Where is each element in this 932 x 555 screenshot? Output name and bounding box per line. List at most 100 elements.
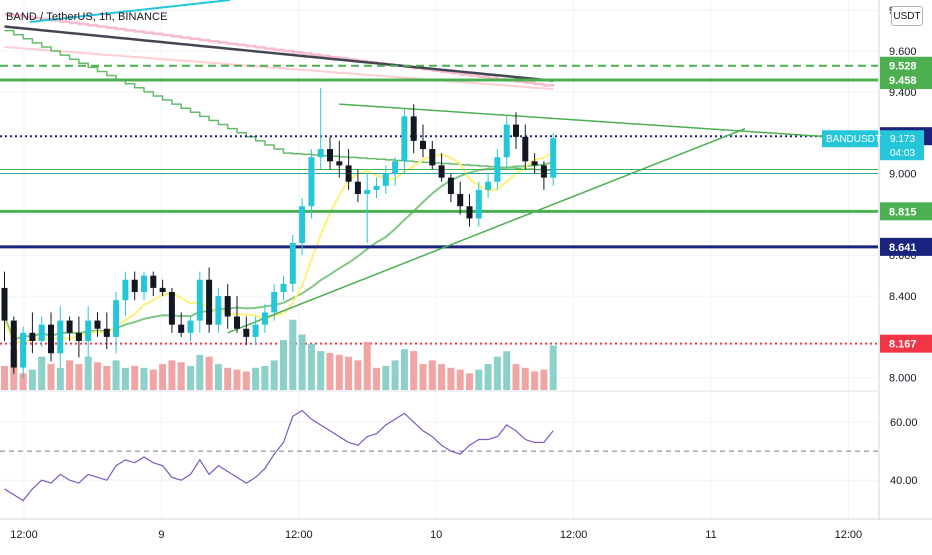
candle-body — [401, 116, 408, 162]
volume-bar — [512, 364, 520, 390]
price-tag — [880, 334, 932, 353]
price-tag-label: 8.167 — [889, 339, 917, 351]
candle-body — [410, 116, 417, 141]
price-tick-label: 8.400 — [889, 291, 917, 303]
candle-body — [10, 320, 17, 368]
candle-body — [382, 173, 389, 186]
price-tag — [880, 56, 932, 75]
symbol-tag-label: BANDUSDT — [826, 134, 881, 145]
candle-body — [122, 279, 129, 301]
currency-button[interactable]: USDT — [891, 6, 923, 26]
ma-7-line — [3, 150, 554, 346]
candle-body — [1, 287, 8, 321]
price-tags: 9.5289.4589.1838.8158.6418.1679.17304:03… — [822, 56, 932, 353]
candle-body — [503, 124, 510, 158]
candle-body — [271, 291, 278, 313]
candle-body — [66, 320, 73, 333]
candle-body — [522, 136, 529, 162]
volume-bar — [410, 351, 418, 390]
candle-body — [485, 181, 492, 190]
candle-body — [131, 279, 138, 292]
price-tag-label: 8.641 — [889, 242, 917, 254]
candle-body — [354, 181, 361, 194]
candle-body — [29, 332, 36, 341]
volume-bar — [187, 365, 194, 390]
candle-body — [280, 283, 287, 292]
axes: 8.0008.4008.6008.8009.0009.4009.6009.800… — [10, 5, 917, 541]
lower-trendline — [227, 127, 746, 334]
triangle-trendlines — [227, 103, 829, 334]
volume-bar — [121, 367, 129, 390]
volume-bar — [540, 369, 548, 390]
volume-bar — [345, 356, 353, 390]
volume-bar — [140, 367, 148, 390]
volume-bar — [252, 367, 260, 390]
candle-body — [540, 165, 547, 178]
volume-bars — [1, 319, 557, 390]
volume-bar — [94, 362, 101, 390]
candle-body — [103, 328, 110, 337]
volume-bar — [326, 353, 334, 390]
candle-body — [187, 320, 194, 333]
volume-bar — [131, 365, 139, 390]
volume-bar — [205, 356, 213, 390]
candle-body — [392, 161, 399, 174]
candle-body — [447, 177, 454, 194]
candle-body — [327, 149, 333, 162]
moving-averages — [3, 0, 555, 346]
volume-bar — [335, 354, 343, 390]
candle-body — [466, 206, 473, 219]
volume-bar — [168, 360, 176, 390]
volume-bar — [493, 356, 501, 390]
volume-bar — [177, 362, 185, 390]
price-tag-label: 9.458 — [889, 75, 917, 87]
volume-bar — [503, 351, 511, 390]
price-tag — [880, 202, 932, 221]
volume-bar — [214, 364, 222, 390]
candle-body — [438, 165, 445, 178]
volume-bar — [373, 367, 380, 390]
candle-body — [48, 324, 54, 354]
candle-body — [234, 316, 240, 329]
volume-bar — [531, 371, 539, 390]
symbol-title[interactable]: BAND / TetherUS, 1h, BINANCE — [6, 11, 168, 23]
volume-bar — [159, 364, 167, 390]
volume-bar — [419, 364, 427, 390]
candle-body — [196, 279, 203, 321]
volume-bar — [224, 367, 232, 390]
candle-body — [38, 324, 45, 341]
candle-body — [215, 296, 222, 325]
volume-bar — [280, 340, 287, 390]
volume-bar — [149, 369, 157, 390]
countdown-label: 04:03 — [890, 148, 915, 159]
candle-body — [289, 242, 296, 284]
candle-body — [94, 320, 101, 329]
volume-bar — [382, 365, 390, 390]
volume-bar — [289, 319, 297, 390]
volume-bar — [363, 341, 371, 390]
volume-bar — [317, 351, 325, 390]
candle-body — [150, 275, 157, 288]
time-tick-label: 12:00 — [285, 529, 313, 541]
candle-body — [299, 206, 306, 243]
volume-bar — [307, 343, 315, 390]
time-tick-label: 12:00 — [560, 529, 588, 541]
candle-body — [373, 185, 380, 190]
volume-bar — [66, 360, 74, 390]
volume-bar — [112, 360, 120, 390]
ma-100-line — [4, 25, 554, 83]
candle-body — [550, 138, 557, 178]
volume-bar — [270, 360, 278, 390]
candle-body — [20, 332, 27, 368]
candle-body — [57, 320, 64, 354]
volume-bar — [103, 365, 111, 390]
price-tag — [880, 71, 932, 90]
last-price-value: 9.173 — [890, 134, 915, 145]
candle-body — [336, 161, 343, 166]
price-tick-label: 9.000 — [889, 169, 917, 181]
volume-bar — [521, 367, 529, 390]
time-tick-label: 12:00 — [10, 529, 38, 541]
time-tick-label: 9 — [158, 529, 164, 541]
